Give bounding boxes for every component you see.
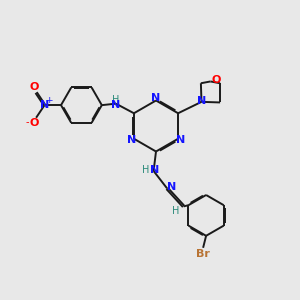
- Text: N: N: [40, 100, 49, 110]
- Text: N: N: [111, 100, 120, 110]
- Text: O: O: [30, 82, 39, 92]
- Text: N: N: [150, 165, 159, 176]
- Text: H: H: [142, 165, 150, 176]
- Text: N: N: [176, 135, 185, 145]
- Text: H: H: [112, 95, 119, 105]
- Text: H: H: [172, 206, 179, 216]
- Text: O: O: [30, 118, 39, 128]
- Text: Br: Br: [196, 249, 210, 259]
- Text: +: +: [45, 97, 52, 106]
- Text: O: O: [211, 75, 220, 85]
- Text: -: -: [26, 117, 29, 127]
- Text: N: N: [167, 182, 176, 192]
- Text: N: N: [197, 96, 206, 106]
- Text: N: N: [127, 135, 136, 145]
- Text: N: N: [151, 93, 160, 103]
